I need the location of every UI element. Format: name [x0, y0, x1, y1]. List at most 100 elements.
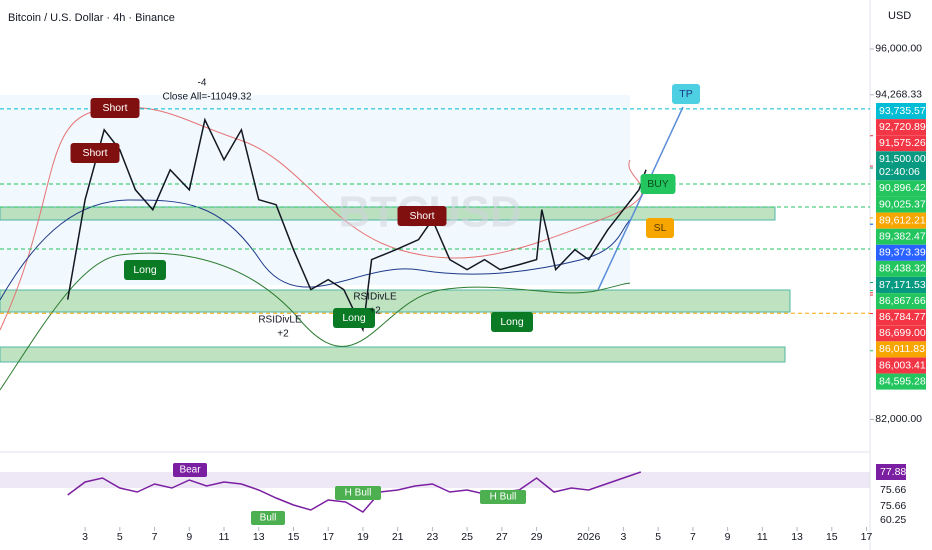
price-label-box — [876, 309, 926, 326]
annotation-box — [124, 260, 166, 280]
countdown: 02:40:06 — [879, 166, 920, 178]
band-fill — [0, 95, 630, 285]
zone — [0, 346, 786, 363]
basis — [0, 199, 631, 301]
price-label-box — [876, 293, 926, 310]
rsi-annotation-box — [251, 511, 285, 525]
rsi-label: 60.25 — [880, 514, 906, 526]
x-tick-label: 15 — [288, 531, 300, 543]
price-label: 86,784.77 — [879, 311, 926, 323]
price-label: 92,720.89 — [879, 121, 926, 133]
upper-band — [0, 106, 643, 331]
price-label-box — [876, 325, 926, 342]
annotation: Long — [500, 316, 524, 328]
x-tick-label: 29 — [531, 531, 543, 543]
price-label-box — [876, 357, 926, 374]
annotation-box — [491, 312, 533, 332]
rsi-line — [67, 471, 642, 513]
zone — [0, 289, 791, 313]
chart-title: Bitcoin / U.S. Dollar · 4h · Binance — [8, 12, 175, 24]
price-label: 91,500.00 — [879, 153, 926, 165]
price-label: 86,011.83 — [879, 343, 925, 355]
annotation: -4 — [198, 78, 207, 89]
price-label-box — [876, 135, 926, 152]
x-tick-label: 5 — [117, 531, 123, 543]
x-tick-label: 11 — [219, 531, 230, 543]
x-tick-label: 21 — [392, 531, 404, 543]
currency: USD — [888, 10, 911, 22]
x-tick-label: 13 — [253, 531, 265, 543]
x-tick-label: 17 — [861, 531, 873, 543]
x-tick-label: 5 — [655, 531, 661, 543]
annotation: Long — [342, 312, 366, 324]
x-tick-label: 7 — [152, 531, 158, 543]
annotation: Short — [82, 147, 107, 159]
annotation-box — [646, 218, 674, 238]
x-tick-label: 7 — [690, 531, 696, 543]
y-tick-label: 94,268.33 — [875, 89, 922, 101]
annotation-box — [90, 98, 140, 118]
rsi-label-box — [876, 464, 906, 480]
rsi-annotation: Bull — [260, 513, 277, 524]
price-label-box — [876, 151, 926, 181]
rsi-label: 75.66 — [880, 500, 906, 512]
annotation-box — [640, 174, 676, 194]
price-label: 84,595.28 — [879, 375, 926, 387]
annotation-box — [397, 206, 447, 226]
price-label-box — [876, 277, 926, 293]
annotation: Long — [133, 264, 157, 276]
price-label-box — [876, 341, 926, 358]
price-label: 86,699.00 — [879, 327, 926, 339]
price-label-box — [876, 228, 926, 245]
price-label: 87,171.53 — [879, 279, 926, 291]
x-tick-label: 9 — [186, 531, 192, 543]
annotation: RSIDivLE — [353, 292, 397, 303]
price-label: 89,382.47 — [879, 230, 926, 242]
x-tick-label: 2026 — [577, 531, 601, 543]
price-label: 88,438.32 — [879, 263, 926, 275]
x-tick-label: 3 — [620, 531, 626, 543]
price-label-box — [876, 103, 926, 119]
x-tick-label: 9 — [725, 531, 731, 543]
y-tick-label: 82,000.00 — [875, 413, 922, 425]
rsi-annotation-box — [335, 486, 381, 500]
price-label: 93,735.57 — [879, 105, 926, 117]
annotation: BUY — [647, 178, 669, 190]
price-label-box — [876, 196, 926, 213]
price-label: 86,867.66 — [879, 295, 926, 307]
price-label-box — [876, 212, 926, 229]
x-tick-label: 17 — [322, 531, 334, 543]
x-tick-label: 15 — [826, 531, 838, 543]
annotation: Short — [409, 210, 434, 222]
price-label: 91,575.26 — [879, 137, 926, 149]
annotation: Close All=-11049.32 — [162, 92, 251, 103]
rsi-label: 77.88 — [880, 466, 906, 478]
price-label: 89,373.39 — [879, 247, 926, 259]
price-label: 86,003.41 — [879, 359, 926, 371]
rsi-annotation: Bear — [179, 465, 201, 476]
price-label: 90,896.42 — [879, 182, 926, 194]
annotation: TP — [679, 88, 692, 100]
x-tick-label: 27 — [496, 531, 508, 543]
rsi-annotation-box — [480, 490, 526, 504]
price-label-box — [876, 260, 926, 277]
price-label-box — [876, 119, 926, 136]
rsi-annotation: H Bull — [490, 492, 517, 503]
rsi-label: 75.66 — [880, 484, 906, 496]
annotation: +2 — [369, 306, 381, 317]
tp-arrow — [597, 106, 684, 291]
price-label: 89,612.21 — [879, 214, 926, 226]
price-label: 90,025.37 — [879, 198, 926, 210]
lower-band — [0, 252, 631, 391]
annotation-box — [672, 84, 700, 104]
annotation: RSIDivLE — [258, 315, 302, 326]
x-tick-label: 11 — [757, 531, 768, 543]
x-tick-label: 25 — [461, 531, 473, 543]
annotation: SL — [654, 222, 667, 234]
y-tick-label: 96,000.00 — [875, 43, 922, 55]
rsi-annotation: H Bull — [345, 488, 372, 499]
price-label-box — [876, 244, 926, 261]
annotation: +2 — [277, 329, 289, 340]
